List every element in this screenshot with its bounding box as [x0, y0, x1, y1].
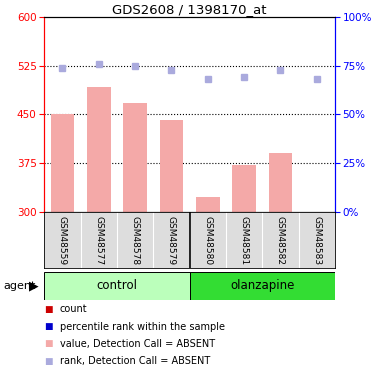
- Text: ■: ■: [44, 339, 53, 348]
- Text: GSM48583: GSM48583: [312, 216, 321, 266]
- Title: GDS2608 / 1398170_at: GDS2608 / 1398170_at: [112, 3, 267, 16]
- Text: ■: ■: [44, 305, 53, 314]
- Bar: [123, 103, 147, 212]
- Text: olanzapine: olanzapine: [230, 279, 295, 292]
- Text: GSM48582: GSM48582: [276, 216, 285, 266]
- Text: GSM48577: GSM48577: [94, 216, 103, 266]
- Text: GSM48578: GSM48578: [131, 216, 140, 266]
- Bar: [196, 197, 219, 212]
- Text: ■: ■: [44, 357, 53, 366]
- Bar: [87, 87, 110, 212]
- Text: percentile rank within the sample: percentile rank within the sample: [60, 322, 225, 332]
- Text: ▶: ▶: [29, 279, 39, 292]
- Bar: [51, 114, 74, 212]
- Bar: [190, 272, 335, 300]
- Text: ■: ■: [44, 322, 53, 331]
- Text: GSM48559: GSM48559: [58, 216, 67, 266]
- Bar: [232, 165, 256, 212]
- Text: count: count: [60, 304, 87, 314]
- Text: agent: agent: [4, 281, 36, 291]
- Text: rank, Detection Call = ABSENT: rank, Detection Call = ABSENT: [60, 356, 210, 366]
- Bar: [160, 120, 183, 212]
- Bar: [44, 272, 190, 300]
- Text: GSM48579: GSM48579: [167, 216, 176, 266]
- Text: control: control: [97, 279, 137, 292]
- Bar: [269, 153, 292, 212]
- Text: value, Detection Call = ABSENT: value, Detection Call = ABSENT: [60, 339, 215, 349]
- Text: GSM48580: GSM48580: [203, 216, 212, 266]
- Text: GSM48581: GSM48581: [239, 216, 249, 266]
